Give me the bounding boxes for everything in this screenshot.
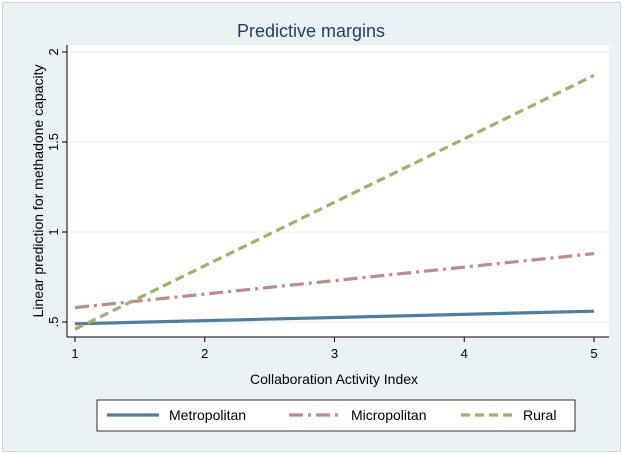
x-tick-label: 5 xyxy=(590,346,597,361)
y-tick-label: 1.5 xyxy=(46,133,61,151)
y-tick-label: 1 xyxy=(46,228,61,235)
x-tick-label: 4 xyxy=(461,346,468,361)
x-axis-title: Collaboration Activity Index xyxy=(250,371,418,387)
y-axis-title: Linear prediction for methadone capacity xyxy=(30,65,46,318)
x-ticks: 1 2 3 4 5 xyxy=(71,337,598,361)
plot-area xyxy=(67,45,609,337)
legend-label-rural: Rural xyxy=(523,407,556,423)
series-lines xyxy=(74,73,595,331)
x-tick-label: 3 xyxy=(331,346,338,361)
series-line-rural xyxy=(74,73,595,331)
y-ticks: .5 1 1.5 2 xyxy=(46,48,67,327)
legend: Metropolitan Micropolitan Rural xyxy=(107,407,556,423)
legend-label-metropolitan: Metropolitan xyxy=(169,407,246,423)
y-tick-label: .5 xyxy=(46,317,61,328)
chart-title: Predictive margins xyxy=(237,21,385,41)
x-tick-label: 1 xyxy=(71,346,78,361)
series-line-micropolitan xyxy=(74,252,595,310)
y-tick-label: 2 xyxy=(46,48,61,55)
x-tick-label: 2 xyxy=(201,346,208,361)
series-line-metropolitan xyxy=(74,309,595,326)
legend-label-micropolitan: Micropolitan xyxy=(351,407,426,423)
